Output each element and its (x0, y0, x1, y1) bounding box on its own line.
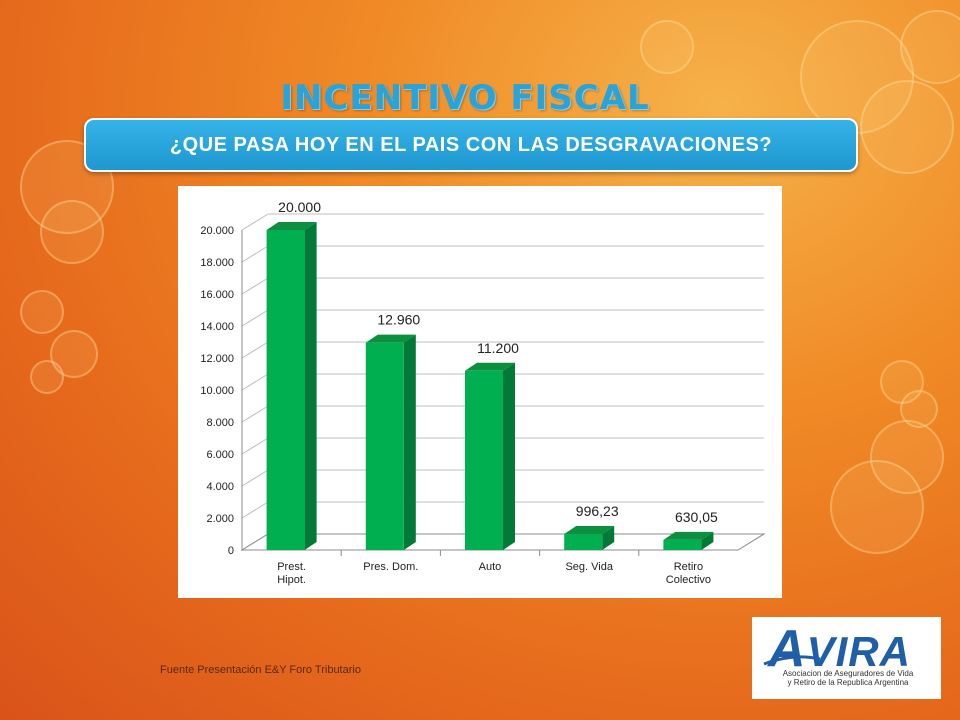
gridline-side (241, 213, 269, 231)
source-note: Fuente Presentación E&Y Foro Tributario (160, 664, 361, 676)
y-tick-label: 16.000 (200, 289, 234, 301)
bokeh-circle (20, 290, 64, 334)
bokeh-circle (30, 360, 64, 394)
y-tick-label: 18.000 (200, 257, 234, 269)
bar-side (602, 526, 615, 550)
bar-side (403, 334, 416, 550)
logo-subtitle-line1: Asociacion de Aseguradores de Vida (782, 669, 914, 678)
gridline-side (241, 405, 269, 423)
y-tick-label: 8.000 (206, 417, 234, 429)
bokeh-circle (900, 10, 960, 84)
bar-side (503, 362, 515, 550)
x-tick-label: Retiro (674, 561, 703, 573)
gridline-side (241, 309, 269, 327)
logo-subtitle-line2: y Retiro de la Republica Argentina (787, 678, 909, 687)
question-banner: ¿QUE PASA HOY EN EL PAIS CON LAS DESGRAV… (84, 118, 858, 172)
y-tick-label: 10.000 (200, 385, 234, 397)
data-label: 20.000 (278, 199, 321, 215)
data-label: 11.200 (477, 340, 519, 356)
gridline-side (241, 341, 269, 359)
y-tick-label: 0 (228, 545, 234, 557)
logo-wordmark: AVIRA (768, 619, 911, 679)
slide-title: INCENTIVO FISCAL (280, 78, 650, 118)
bar-side (304, 222, 317, 550)
bar-top (465, 362, 515, 371)
bar (365, 342, 404, 550)
bar (465, 370, 503, 550)
x-tick-label: Auto (479, 561, 502, 573)
data-label: 996,23 (576, 503, 619, 519)
y-tick-label: 20.000 (200, 225, 234, 237)
y-tick-label: 12.000 (200, 353, 234, 365)
bar (266, 230, 305, 550)
bar-side (701, 531, 714, 550)
x-tick-label: Pres. Dom. (363, 561, 418, 573)
y-tick-label: 6.000 (206, 449, 234, 461)
bar-top (564, 526, 615, 535)
x-tick-label: Prest. (277, 561, 306, 573)
gridline-side (241, 277, 269, 295)
y-tick-label: 4.000 (206, 481, 234, 493)
logo-rest: VIRA (806, 628, 911, 675)
bar-top (365, 334, 416, 343)
gridline-side (241, 373, 269, 391)
bokeh-circle (860, 80, 954, 174)
logo-initial: A (768, 620, 807, 678)
bokeh-circle (640, 20, 694, 74)
x-tick-label: Colectivo (666, 574, 711, 586)
logo-subtitle: Asociacion de Aseguradores de Vida y Ret… (760, 669, 936, 687)
bar (564, 534, 603, 550)
bokeh-circle (40, 200, 104, 264)
gridline-side (241, 245, 269, 263)
chart-panel: 0 2.000 4.000 6.000 8.000 10.000 12.000 14.000 1… (178, 186, 782, 598)
bar-top (663, 531, 714, 540)
bokeh-circle (800, 20, 914, 134)
data-label: 12.960 (377, 312, 420, 328)
bar (663, 539, 702, 550)
gridline-side (241, 437, 269, 455)
x-tick-label: Seg. Vida (565, 561, 613, 573)
y-tick-label: 14.000 (200, 321, 234, 333)
gridline-side (241, 469, 269, 487)
bar-chart: 0 2.000 4.000 6.000 8.000 10.000 12.000 14.000 1… (200, 199, 766, 586)
avira-logo: AVIRA Asociacion de Aseguradores de Vida… (752, 617, 941, 699)
y-tick-label: 2.000 (206, 513, 234, 525)
logo-swoosh-icon (763, 655, 821, 666)
data-label: 630,05 (675, 509, 718, 525)
bokeh-circle (830, 460, 924, 554)
gridline-side (241, 501, 269, 519)
bar-top (266, 222, 317, 230)
x-tick-label: Hipot. (277, 574, 306, 586)
